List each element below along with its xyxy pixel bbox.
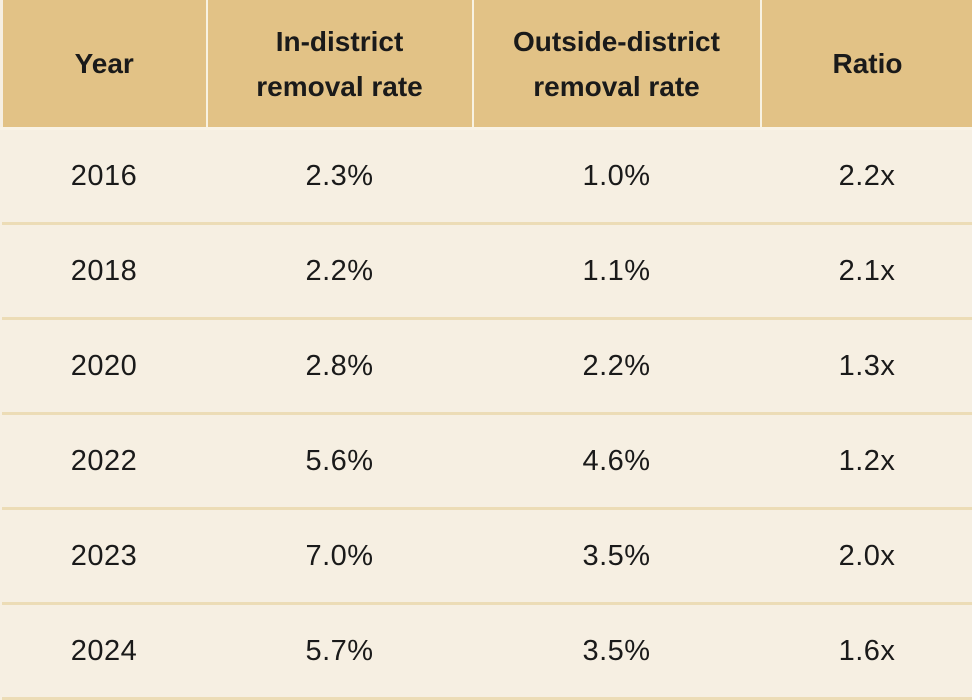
table-row: 2022 5.6% 4.6% 1.2x <box>2 414 972 509</box>
column-header-year: Year <box>2 0 207 129</box>
cell-ratio: 1.2x <box>761 414 972 509</box>
cell-in-district-rate: 2.3% <box>207 129 473 224</box>
cell-ratio: 1.3x <box>761 319 972 414</box>
cell-year: 2020 <box>2 319 207 414</box>
cell-ratio: 2.1x <box>761 224 972 319</box>
cell-ratio: 1.6x <box>761 604 972 699</box>
cell-in-district-rate: 5.6% <box>207 414 473 509</box>
cell-ratio: 2.2x <box>761 129 972 224</box>
table-row: 2018 2.2% 1.1% 2.1x <box>2 224 972 319</box>
cell-in-district-rate: 7.0% <box>207 509 473 604</box>
cell-outside-district-rate: 3.5% <box>473 604 761 699</box>
cell-outside-district-rate: 1.0% <box>473 129 761 224</box>
table-body: 2016 2.3% 1.0% 2.2x 2018 2.2% 1.1% 2.1x … <box>2 129 972 699</box>
cell-year: 2022 <box>2 414 207 509</box>
table-row: 2020 2.8% 2.2% 1.3x <box>2 319 972 414</box>
cell-outside-district-rate: 3.5% <box>473 509 761 604</box>
cell-in-district-rate: 5.7% <box>207 604 473 699</box>
cell-outside-district-rate: 4.6% <box>473 414 761 509</box>
cell-in-district-rate: 2.8% <box>207 319 473 414</box>
cell-outside-district-rate: 2.2% <box>473 319 761 414</box>
cell-year: 2018 <box>2 224 207 319</box>
header-row: Year In-district removal rate Outside-di… <box>2 0 972 129</box>
cell-year: 2016 <box>2 129 207 224</box>
cell-outside-district-rate: 1.1% <box>473 224 761 319</box>
table-row: 2024 5.7% 3.5% 1.6x <box>2 604 972 699</box>
cell-ratio: 2.0x <box>761 509 972 604</box>
column-header-ratio: Ratio <box>761 0 972 129</box>
table-row: 2023 7.0% 3.5% 2.0x <box>2 509 972 604</box>
cell-in-district-rate: 2.2% <box>207 224 473 319</box>
cell-year: 2024 <box>2 604 207 699</box>
column-header-outside-district-removal-rate: Outside-district removal rate <box>473 0 761 129</box>
cell-year: 2023 <box>2 509 207 604</box>
table-row: 2016 2.3% 1.0% 2.2x <box>2 129 972 224</box>
column-header-in-district-removal-rate: In-district removal rate <box>207 0 473 129</box>
table-header: Year In-district removal rate Outside-di… <box>2 0 972 129</box>
